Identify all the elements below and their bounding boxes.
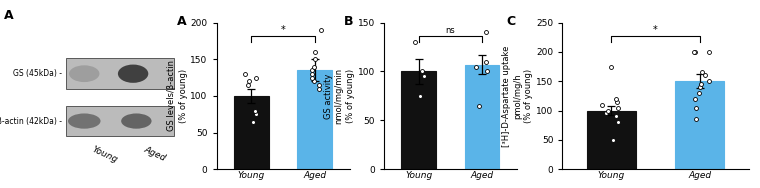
- Point: [610, 115, 622, 118]
- Point: [473, 104, 486, 107]
- Point: [309, 58, 321, 61]
- Point: [309, 50, 321, 53]
- Point: [688, 50, 700, 53]
- Point: [306, 72, 318, 75]
- Point: [702, 50, 714, 53]
- Point: [689, 97, 701, 100]
- Point: [480, 70, 492, 73]
- Point: [306, 76, 318, 79]
- Text: GS (45kDa) -: GS (45kDa) -: [13, 69, 62, 78]
- Text: A: A: [176, 15, 186, 28]
- Point: [313, 87, 325, 90]
- Text: Young: Young: [90, 145, 119, 164]
- Point: [250, 113, 262, 116]
- Point: [470, 65, 482, 68]
- Point: [612, 121, 624, 124]
- Bar: [66, 58, 174, 89]
- Point: [312, 83, 325, 86]
- Point: [417, 75, 429, 78]
- Text: *: *: [280, 25, 286, 35]
- Point: [695, 83, 707, 86]
- Point: [239, 72, 252, 75]
- Point: [480, 60, 492, 63]
- Point: [416, 70, 428, 73]
- Point: [694, 86, 706, 89]
- Point: [604, 65, 616, 68]
- Point: [480, 31, 492, 34]
- Ellipse shape: [121, 113, 151, 129]
- Point: [690, 106, 702, 109]
- Point: [309, 80, 321, 83]
- Bar: [66, 106, 174, 136]
- Point: [689, 50, 701, 53]
- Point: [600, 112, 613, 115]
- Point: [247, 120, 259, 123]
- Point: [699, 74, 711, 77]
- Point: [249, 109, 261, 112]
- Point: [693, 91, 705, 94]
- Point: [414, 94, 426, 97]
- Y-axis label: GS activity
nmol/mg/min
(% of young): GS activity nmol/mg/min (% of young): [324, 68, 355, 124]
- Point: [690, 118, 702, 121]
- Text: B: B: [344, 15, 353, 28]
- Ellipse shape: [68, 113, 100, 129]
- Y-axis label: [³H]-D-Aspartate uptake
pmol/mg/h
(% of young): [³H]-D-Aspartate uptake pmol/mg/h (% of …: [502, 45, 534, 147]
- Point: [607, 138, 619, 141]
- Point: [696, 71, 708, 74]
- Point: [602, 109, 614, 112]
- Point: [242, 83, 254, 86]
- Text: A: A: [4, 9, 14, 22]
- Point: [306, 69, 318, 72]
- Point: [597, 103, 609, 106]
- Text: β-actin (42kDa) -: β-actin (42kDa) -: [0, 117, 62, 126]
- Point: [243, 80, 255, 83]
- Bar: [297, 70, 332, 169]
- Bar: [676, 81, 724, 169]
- Ellipse shape: [118, 64, 148, 83]
- Point: [610, 97, 622, 100]
- Point: [409, 41, 421, 44]
- Y-axis label: GS levels/β-actin
(% of young): GS levels/β-actin (% of young): [167, 60, 188, 131]
- Bar: [234, 96, 269, 169]
- Point: [612, 106, 624, 109]
- Point: [308, 65, 320, 68]
- Text: Aged: Aged: [142, 145, 167, 163]
- Bar: [464, 65, 499, 169]
- Bar: [587, 111, 635, 169]
- Point: [315, 28, 327, 31]
- Point: [250, 76, 262, 79]
- Text: C: C: [506, 15, 516, 28]
- Text: ns: ns: [445, 26, 455, 35]
- Point: [702, 80, 714, 83]
- Point: [611, 100, 623, 103]
- Ellipse shape: [69, 65, 100, 82]
- Text: *: *: [653, 25, 658, 35]
- Bar: [401, 71, 436, 169]
